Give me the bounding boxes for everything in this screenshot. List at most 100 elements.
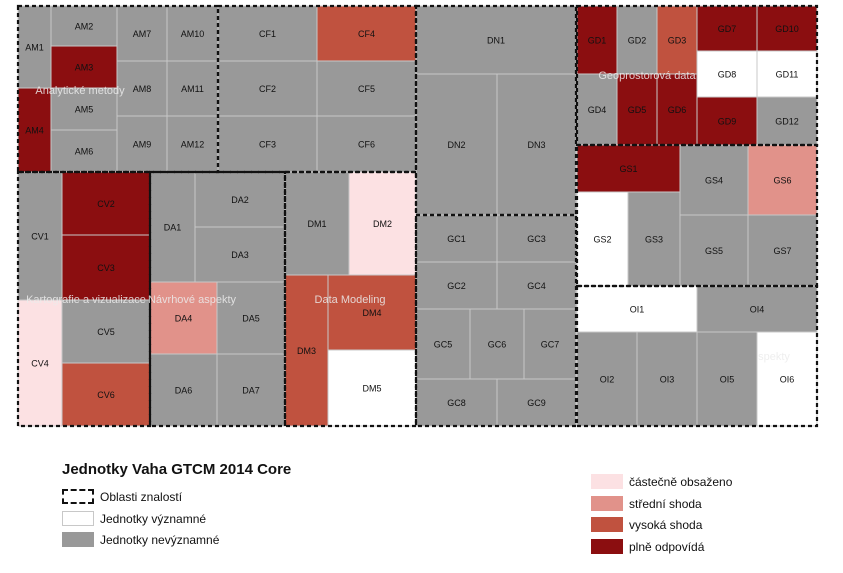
legend-label-medium-match: střední shoda bbox=[629, 496, 702, 511]
unit-dn3: DN3 bbox=[496, 73, 577, 216]
unit-cell-am8 bbox=[116, 60, 168, 117]
unit-label-oi3: OI3 bbox=[660, 375, 675, 385]
unit-gd12: GD12 bbox=[756, 96, 818, 146]
unit-label-dn2: DN2 bbox=[447, 140, 465, 150]
unit-gc1: GC1 bbox=[415, 214, 498, 263]
area-label-dm: Data Modeling bbox=[315, 294, 386, 306]
unit-label-gc8: GC8 bbox=[447, 398, 466, 408]
unit-label-am9: AM9 bbox=[133, 140, 152, 150]
unit-gd7: GD7 bbox=[696, 5, 758, 52]
unit-cell-gs3 bbox=[627, 191, 681, 287]
unit-label-gd11: GD11 bbox=[776, 70, 799, 80]
legend-item-medium-match: střední shoda bbox=[591, 496, 702, 511]
unit-cell-oi2 bbox=[576, 331, 638, 427]
unit-gs2: GS2 bbox=[576, 191, 629, 287]
unit-label-cv3: CV3 bbox=[97, 263, 115, 273]
legend-swatch-insignificant-units bbox=[62, 532, 94, 547]
unit-gc7: GC7 bbox=[523, 308, 577, 380]
unit-label-gs2: GS2 bbox=[593, 235, 611, 245]
unit-cell-oi6 bbox=[756, 331, 818, 427]
unit-da7: DA7 bbox=[216, 353, 286, 427]
unit-cell-am12 bbox=[166, 115, 219, 173]
legend-swatch-knowledge-areas bbox=[62, 489, 94, 504]
unit-label-gd5: GD5 bbox=[628, 105, 647, 115]
unit-label-cf4: CF4 bbox=[358, 29, 375, 39]
unit-gs3: GS3 bbox=[627, 191, 681, 287]
legend-label-full-match: plně odpovídá bbox=[629, 539, 705, 554]
unit-label-gc3: GC3 bbox=[527, 234, 546, 244]
unit-label-cf2: CF2 bbox=[259, 84, 276, 94]
legend-title: Jednotky Vaha GTCM 2014 Core bbox=[62, 461, 292, 478]
unit-label-dm2: DM2 bbox=[373, 219, 392, 229]
unit-label-da5: DA5 bbox=[242, 314, 260, 324]
legend-swatch-significant-units bbox=[62, 511, 94, 526]
unit-label-oi2: OI2 bbox=[600, 375, 615, 385]
unit-cell-cv5 bbox=[61, 299, 151, 364]
unit-label-am8: AM8 bbox=[133, 84, 152, 94]
legend-item-full-match: plně odpovídá bbox=[591, 539, 704, 554]
unit-da6: DA6 bbox=[149, 353, 218, 427]
unit-label-oi4: OI4 bbox=[750, 305, 765, 315]
unit-label-oi1: OI1 bbox=[630, 305, 645, 315]
unit-label-gs1: GS1 bbox=[619, 164, 637, 174]
unit-am4: AM4 bbox=[17, 87, 52, 173]
area-label-am: Analytické metody bbox=[35, 85, 125, 97]
unit-label-oi6: OI6 bbox=[780, 375, 795, 385]
unit-cell-dm2 bbox=[348, 171, 417, 276]
unit-gd6: GD6 bbox=[656, 73, 698, 146]
unit-label-cv6: CV6 bbox=[97, 390, 115, 400]
unit-cell-cv2 bbox=[61, 171, 151, 236]
unit-gc9: GC9 bbox=[496, 378, 577, 427]
unit-gd3: GD3 bbox=[656, 5, 698, 75]
unit-da3: DA3 bbox=[194, 226, 286, 283]
unit-cv4: CV4 bbox=[17, 299, 63, 427]
unit-gd11: GD11 bbox=[756, 50, 818, 98]
unit-cell-cv4 bbox=[17, 299, 63, 427]
unit-gd9: GD9 bbox=[696, 96, 758, 146]
unit-gd10: GD10 bbox=[756, 5, 818, 52]
unit-label-da6: DA6 bbox=[175, 386, 193, 396]
unit-label-da2: DA2 bbox=[231, 195, 249, 205]
unit-cell-dn2 bbox=[415, 73, 498, 216]
unit-cv3: CV3 bbox=[61, 234, 151, 301]
legend-item-high-match: vysoká shoda bbox=[591, 517, 702, 532]
treemap: AM1 AM2 AM3 AM4 AM5 AM6 AM7 AM8 AM9 AM10 AM11 AM12 C… bbox=[16, 4, 819, 428]
unit-da2: DA2 bbox=[194, 171, 286, 228]
unit-cell-gs1 bbox=[576, 144, 681, 193]
unit-label-gc2: GC2 bbox=[447, 281, 466, 291]
unit-label-am5: AM5 bbox=[75, 105, 94, 115]
unit-label-gd12: GD12 bbox=[775, 117, 799, 127]
unit-cell-da3 bbox=[194, 226, 286, 283]
unit-da4: DA4 bbox=[149, 281, 218, 355]
unit-cell-am2 bbox=[50, 5, 118, 47]
unit-oi4: OI4 bbox=[696, 285, 818, 333]
area-label-oi: spekty bbox=[758, 351, 790, 363]
unit-cell-da6 bbox=[149, 353, 218, 427]
unit-label-gs7: GS7 bbox=[773, 246, 791, 256]
unit-cell-gd7 bbox=[696, 5, 758, 52]
unit-label-gd2: GD2 bbox=[628, 36, 647, 46]
unit-cell-am6 bbox=[50, 129, 118, 173]
unit-label-gd8: GD8 bbox=[718, 70, 737, 80]
unit-gc3: GC3 bbox=[496, 214, 577, 263]
unit-gs1: GS1 bbox=[576, 144, 681, 193]
unit-label-dm3: DM3 bbox=[297, 346, 316, 356]
unit-cv5: CV5 bbox=[61, 299, 151, 364]
unit-label-da1: DA1 bbox=[164, 223, 182, 233]
unit-am12: AM12 bbox=[166, 115, 219, 173]
unit-cf1: CF1 bbox=[217, 5, 318, 62]
unit-label-gd9: GD9 bbox=[718, 117, 737, 127]
unit-gc2: GC2 bbox=[415, 261, 498, 310]
unit-cell-gd2 bbox=[616, 5, 658, 75]
unit-cell-gs5 bbox=[679, 214, 749, 287]
unit-label-dn1: DN1 bbox=[487, 36, 505, 46]
unit-cv1: CV1 bbox=[17, 171, 63, 301]
unit-cell-gd4 bbox=[576, 73, 618, 146]
area-labels-layer: Analytické metody Geoprostorová data Karto… bbox=[26, 70, 790, 363]
unit-label-gc5: GC5 bbox=[434, 340, 453, 350]
unit-cell-gd6 bbox=[656, 73, 698, 146]
unit-cell-am11 bbox=[166, 60, 219, 117]
legend-label-partially-included: částečně obsaženo bbox=[629, 474, 733, 489]
unit-label-cf1: CF1 bbox=[259, 29, 276, 39]
unit-cell-cv3 bbox=[61, 234, 151, 301]
